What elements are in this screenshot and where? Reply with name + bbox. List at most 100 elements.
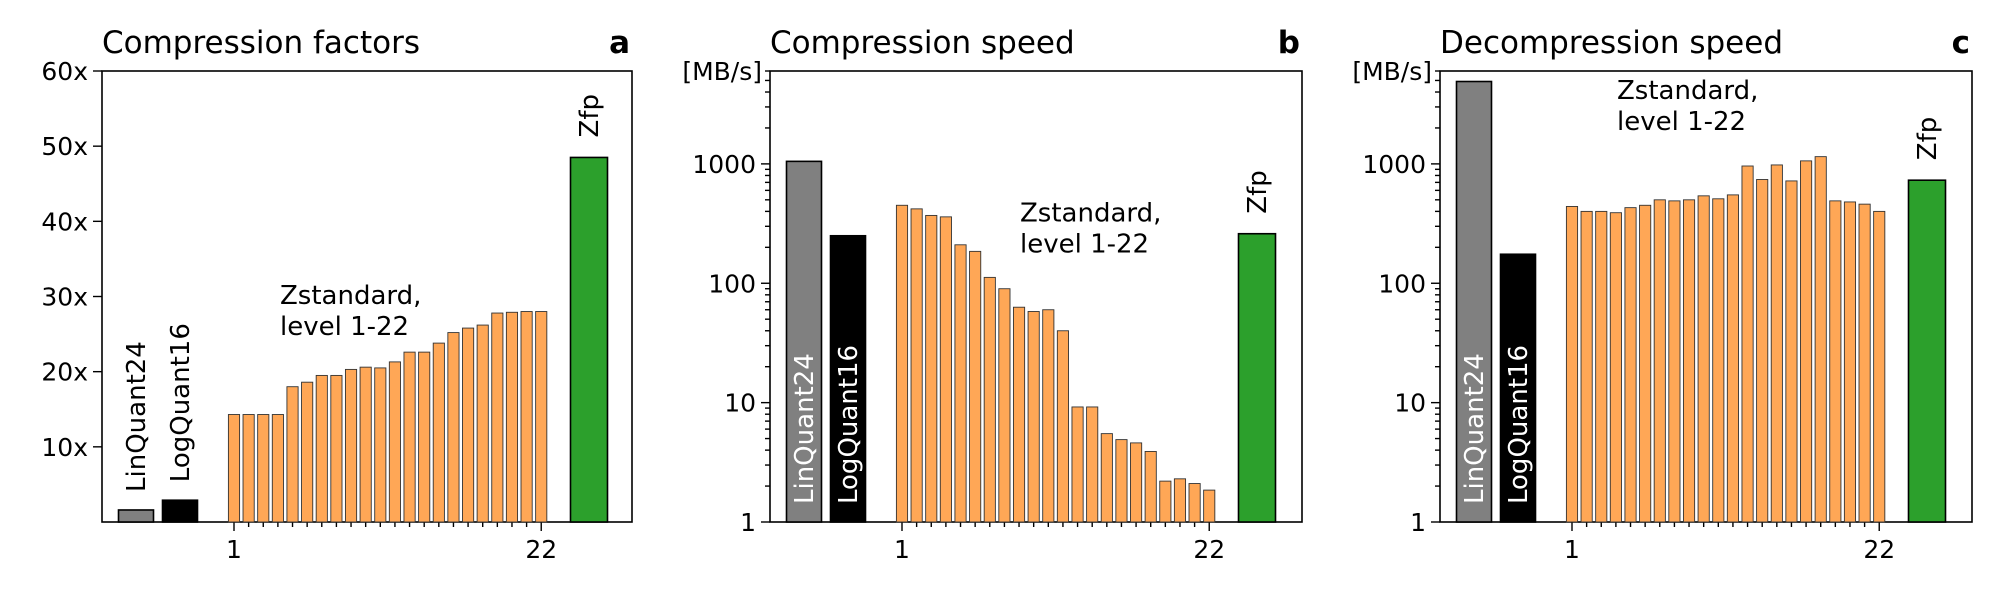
x-tick-label: 22 — [525, 535, 557, 564]
bar-zstandard-level-17 — [1130, 442, 1143, 523]
bar-zstandard-level-12 — [1056, 330, 1069, 523]
bar-zstandard-level-1 — [227, 414, 241, 523]
zstandard-annotation: level 1-22 — [1617, 107, 1746, 137]
bar-zstandard-level-9 — [1682, 199, 1696, 523]
bar-zstandard-level-7 — [315, 374, 328, 523]
bar-zstandard-level-16 — [1115, 439, 1128, 523]
x-tick-label: 1 — [894, 535, 910, 564]
y-tick-label: 10 — [1394, 389, 1426, 418]
bar-zstandard-level-9 — [1012, 306, 1026, 523]
y-tick-label: 10 — [724, 389, 756, 418]
bar-zstandard-level-19 — [1829, 200, 1842, 523]
y-tick-label: 1 — [740, 508, 756, 537]
zstandard-annotation: Zstandard, — [1020, 198, 1161, 228]
bar-label-logquant16: LogQuant16 — [1504, 345, 1534, 504]
bar-zstandard-level-11 — [1712, 198, 1725, 523]
bar-linquant24 — [117, 509, 155, 523]
bar-zstandard-level-2 — [910, 208, 923, 523]
x-tick-label: 1 — [226, 535, 242, 564]
bar-zstandard-level-18 — [1814, 156, 1827, 523]
bar-zstandard-level-12 — [388, 361, 401, 523]
bar-zfp — [1907, 179, 1947, 523]
y-tick-label: 1000 — [692, 150, 756, 179]
bar-zfp — [569, 156, 609, 523]
bar-zstandard-level-17 — [1800, 160, 1813, 523]
bar-zstandard-level-21 — [1858, 203, 1871, 523]
bar-zstandard-level-13 — [1741, 165, 1754, 523]
bar-label-zfp: Zfp — [1243, 170, 1273, 213]
bar-zstandard-level-8 — [1668, 200, 1681, 523]
bar-zstandard-level-22 — [1873, 210, 1886, 523]
bar-label-logquant16: LogQuant16 — [834, 345, 864, 504]
y-tick-label: 50x — [41, 132, 88, 161]
bar-zstandard-level-5 — [286, 386, 299, 523]
bar-zstandard-level-15 — [1100, 433, 1113, 523]
chart-title: Compression speed — [770, 25, 1075, 61]
bar-zstandard-level-8 — [998, 288, 1011, 523]
zstandard-annotation: level 1-22 — [280, 312, 409, 342]
bar-zstandard-level-2 — [1580, 210, 1593, 523]
y-tick-label: 30x — [41, 283, 88, 312]
bar-zstandard-level-14 — [418, 351, 431, 523]
bar-zstandard-level-4 — [939, 216, 952, 523]
bar-zstandard-level-6 — [969, 250, 982, 523]
chart-title: Decompression speed — [1440, 25, 1783, 61]
bar-zstandard-level-3 — [1595, 210, 1608, 523]
bar-zstandard-level-19 — [1159, 480, 1172, 523]
chart-title: Compression factors — [102, 25, 420, 61]
bar-zstandard-level-4 — [1609, 212, 1622, 523]
bar-zstandard-level-2 — [242, 414, 255, 523]
bar-zstandard-level-15 — [432, 342, 445, 523]
bar-label-linquant24: LinQuant24 — [790, 353, 820, 504]
bar-logquant16 — [1499, 253, 1537, 523]
x-tick-label: 22 — [1863, 535, 1895, 564]
bar-zstandard-level-14 — [1756, 179, 1769, 523]
bar-zstandard-level-4 — [271, 414, 284, 523]
bar-zstandard-level-16 — [1785, 180, 1798, 523]
y-unit-label: [MB/s] — [1352, 57, 1432, 86]
y-tick-label: 100 — [708, 269, 756, 298]
bar-zstandard-level-7 — [983, 276, 996, 523]
x-tick-label: 1 — [1564, 535, 1580, 564]
bar-linquant24 — [1455, 80, 1493, 523]
bar-zstandard-level-13 — [403, 351, 416, 523]
bar-zstandard-level-10 — [1697, 195, 1710, 523]
bar-zstandard-level-19 — [491, 312, 504, 523]
bar-zstandard-level-1 — [1565, 205, 1579, 523]
bar-zstandard-level-14 — [1086, 406, 1099, 523]
bar-zstandard-level-11 — [1042, 309, 1055, 523]
y-tick-label: 100 — [1378, 269, 1426, 298]
bar-zstandard-level-15 — [1770, 164, 1783, 523]
bar-zstandard-level-10 — [1027, 311, 1040, 523]
bar-zstandard-level-22 — [535, 311, 548, 523]
y-tick-label: 20x — [41, 358, 88, 387]
bar-zstandard-level-5 — [1624, 207, 1637, 523]
panel-c: Decompression speed c [MB/s] 1 10 100 1000 1 22 L… — [1352, 25, 1973, 564]
bar-label-linquant24: LinQuant24 — [122, 341, 152, 492]
bar-zstandard-level-13 — [1071, 406, 1084, 523]
bar-zstandard-level-12 — [1726, 194, 1739, 523]
panel-a: Compression factors a 10x 20x 30x 40x 50x 60x 1 2… — [41, 25, 633, 564]
bar-zstandard-level-9 — [344, 368, 358, 523]
panel-b: Compression speed b [MB/s] 1 10 100 1000 1 22 Lin… — [682, 25, 1303, 564]
bar-zstandard-level-3 — [257, 414, 270, 523]
y-tick-label: 10x — [41, 433, 88, 462]
bar-zstandard-level-20 — [1843, 201, 1857, 523]
bar-zstandard-level-17 — [462, 327, 475, 523]
bar-zstandard-level-21 — [1188, 483, 1201, 523]
y-tick-label: 60x — [41, 57, 88, 86]
bar-linquant24 — [785, 160, 823, 523]
y-unit-label: [MB/s] — [682, 57, 762, 86]
bar-label-zfp: Zfp — [1913, 117, 1943, 160]
bar-zstandard-level-21 — [520, 311, 533, 523]
bar-zstandard-level-16 — [447, 332, 460, 523]
y-tick-label: 1 — [1410, 508, 1426, 537]
bar-logquant16 — [829, 234, 867, 523]
bar-label-logquant16: LogQuant16 — [166, 323, 196, 482]
panel-letter: c — [1952, 25, 1970, 61]
bar-logquant16 — [161, 499, 199, 523]
zstandard-annotation: Zstandard, — [1617, 76, 1758, 106]
y-tick-label: 40x — [41, 207, 88, 236]
bar-zstandard-level-5 — [954, 244, 967, 523]
